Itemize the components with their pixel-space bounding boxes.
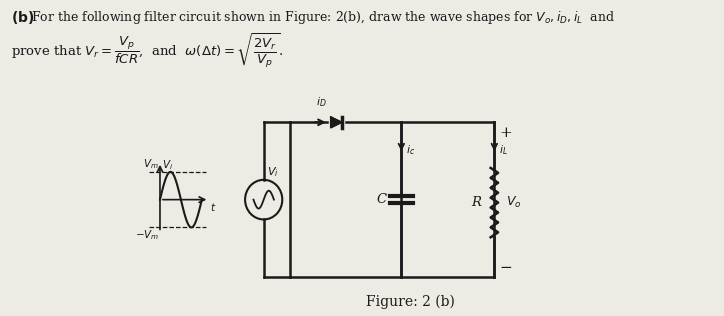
Text: $V_o$: $V_o$	[505, 195, 521, 210]
Text: $\mathbf{(b)}$: $\mathbf{(b)}$	[11, 9, 34, 26]
Text: $t$: $t$	[210, 201, 216, 213]
Text: Figure: 2 (b): Figure: 2 (b)	[366, 294, 455, 309]
Text: $i_L$: $i_L$	[499, 143, 508, 157]
Text: $V_i$: $V_i$	[267, 165, 279, 179]
Text: $V_m$: $V_m$	[143, 157, 159, 171]
Text: $i_D$: $i_D$	[316, 96, 327, 109]
Text: +: +	[499, 126, 512, 140]
Text: C: C	[376, 193, 387, 206]
Text: R: R	[471, 196, 481, 209]
Text: $-V_m$: $-V_m$	[135, 228, 159, 242]
Text: $i_c$: $i_c$	[406, 143, 416, 157]
Text: $V_i$: $V_i$	[162, 158, 173, 172]
Polygon shape	[331, 117, 342, 128]
Text: prove that $V_r = \dfrac{V_p}{fCR}$,  and  $\omega(\Delta t) = \sqrt{\dfrac{2V_r: prove that $V_r = \dfrac{V_p}{fCR}$, and…	[11, 31, 283, 70]
Text: For the following filter circuit shown in Figure: 2(b), draw the wave shapes for: For the following filter circuit shown i…	[31, 9, 615, 26]
Text: −: −	[499, 261, 512, 275]
